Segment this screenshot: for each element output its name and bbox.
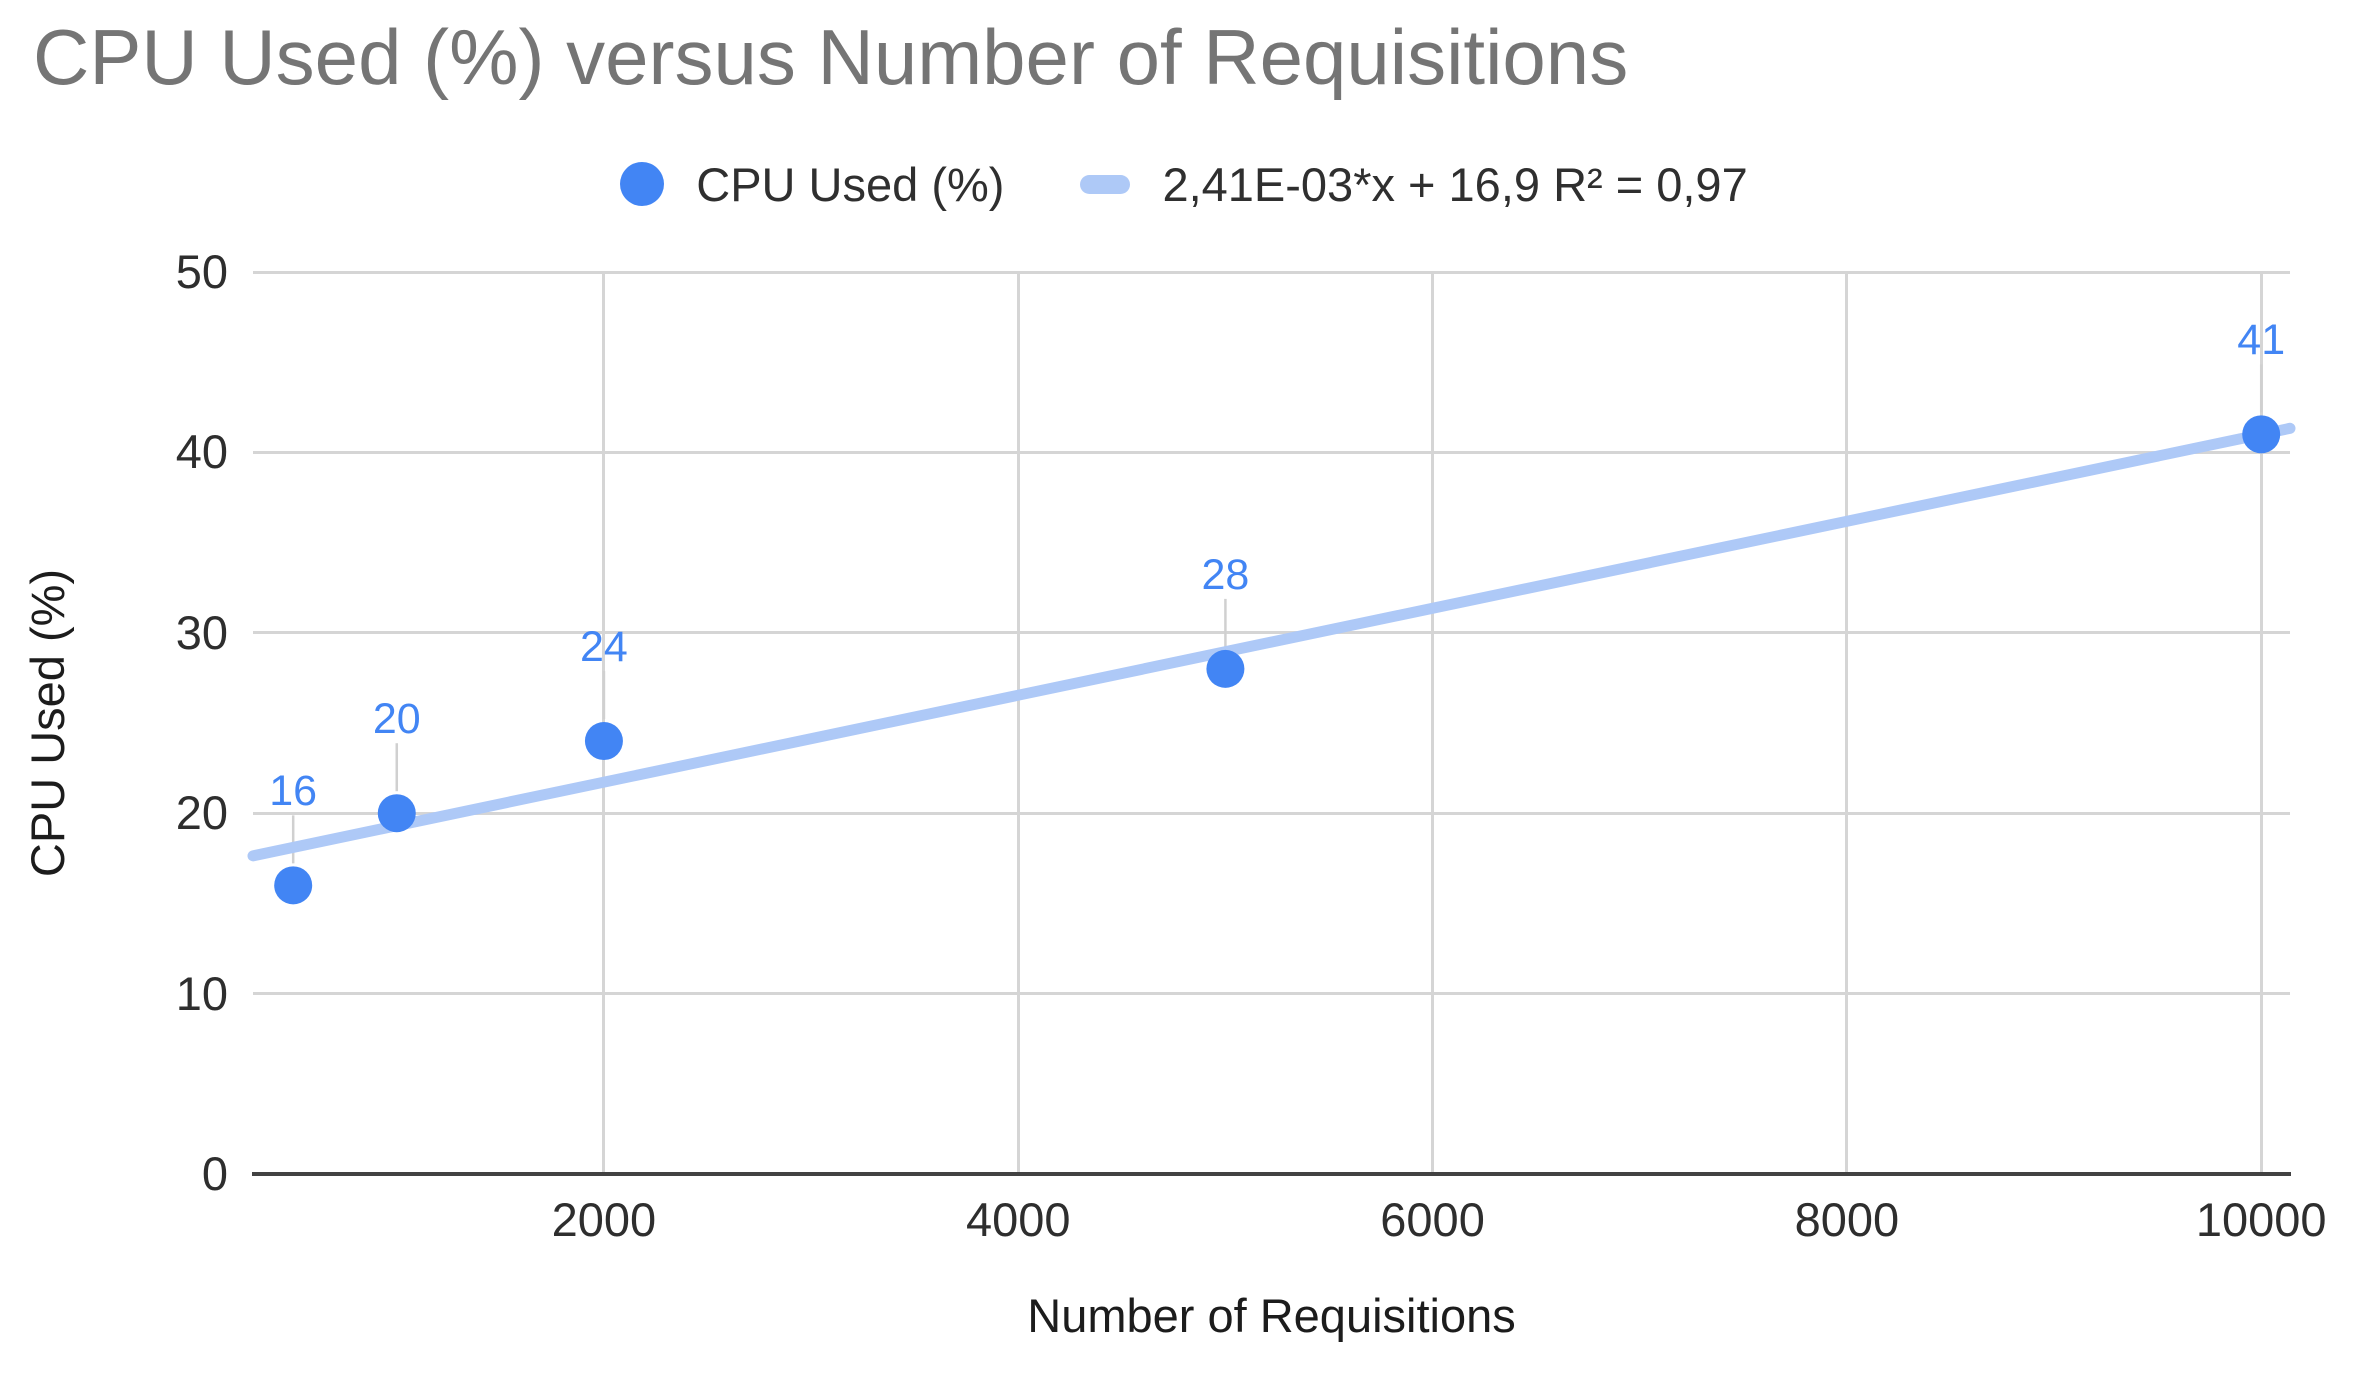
chart-title: CPU Used (%) versus Number of Requisitio… bbox=[33, 13, 1629, 101]
x-tick-label: 4000 bbox=[965, 1193, 1071, 1246]
data-point-label: 41 bbox=[2237, 316, 2286, 365]
legend-item-series: CPU Used (%) bbox=[620, 157, 1004, 212]
gridline bbox=[253, 631, 2290, 635]
series-dot-swatch-icon bbox=[620, 162, 665, 206]
data-point[interactable] bbox=[1206, 649, 1245, 688]
legend-item-trendline: 2,41E-03*x + 16,9 R² = 0,97 bbox=[1080, 157, 1748, 212]
data-point[interactable] bbox=[584, 722, 623, 761]
y-tick-label: 20 bbox=[175, 786, 228, 840]
x-tick-label: 8000 bbox=[1794, 1193, 1900, 1246]
x-tick-label: 10000 bbox=[2195, 1193, 2327, 1246]
gridline bbox=[1431, 272, 1435, 1174]
y-tick-label: 30 bbox=[175, 605, 228, 659]
data-point-label: 24 bbox=[580, 623, 628, 672]
legend: CPU Used (%) 2,41E-03*x + 16,9 R² = 0,97 bbox=[0, 148, 2368, 220]
data-point-label: 20 bbox=[372, 695, 421, 744]
gridline bbox=[2259, 272, 2263, 1174]
data-point[interactable] bbox=[2242, 415, 2281, 454]
gridline bbox=[253, 450, 2290, 454]
data-point-label: 28 bbox=[1201, 550, 1250, 599]
y-tick-label: 0 bbox=[201, 1147, 228, 1200]
y-tick-label: 40 bbox=[175, 425, 228, 479]
gridline bbox=[253, 811, 2290, 815]
legend-trendline-equation: 2,41E-03*x + 16,9 R² = 0,97 bbox=[1162, 157, 1748, 211]
gridline bbox=[1016, 272, 1020, 1174]
x-axis-line bbox=[252, 1172, 2291, 1176]
x-axis-title: Number of Requisitions bbox=[1027, 1289, 1516, 1342]
y-tick-label: 50 bbox=[175, 245, 228, 298]
trendline-swatch-icon bbox=[1080, 174, 1131, 194]
gridline bbox=[253, 270, 2290, 274]
gridline bbox=[1845, 272, 1849, 1174]
gridline bbox=[253, 992, 2290, 996]
data-point[interactable] bbox=[274, 866, 313, 905]
data-point-label: 16 bbox=[269, 767, 318, 816]
x-tick-label: 6000 bbox=[1380, 1193, 1485, 1246]
data-point[interactable] bbox=[377, 794, 416, 833]
y-tick-label: 10 bbox=[175, 966, 228, 1020]
trendline bbox=[247, 422, 2296, 862]
x-tick-label: 2000 bbox=[551, 1193, 657, 1246]
legend-series-label: CPU Used (%) bbox=[696, 157, 1005, 211]
